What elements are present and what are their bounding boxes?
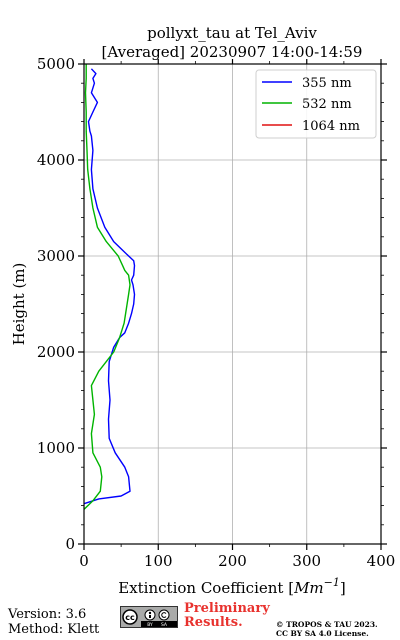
y-tick-label-1000: 1000 (37, 439, 75, 457)
x-tick-label-400: 400 (367, 552, 396, 570)
chart-title-line2: [Averaged] 20230907 14:00-14:59 (102, 43, 363, 61)
sa-icon-arrow (161, 612, 167, 618)
cc-license-badge: cc BY SA (120, 606, 178, 628)
copyright-note: © TROPOS & TAU 2023. CC BY SA 4.0 Licens… (276, 620, 378, 638)
method-label: Method: Klett (8, 622, 100, 637)
x-axis-label-unit: Mm (293, 579, 324, 597)
x-axis-label: Extinction Coefficient [Mm−1] (118, 576, 345, 597)
x-tick-label-300: 300 (292, 552, 321, 570)
preliminary-line2: Results. (184, 615, 243, 630)
by-icon-head (148, 611, 152, 615)
cc-icon-glyph: cc (125, 613, 135, 622)
legend-label-532: 532 nm (302, 97, 352, 112)
legend-box (255, 69, 377, 139)
preliminary-line1: Preliminary (184, 601, 270, 616)
x-axis-label-base: Extinction Coefficient [ (118, 579, 294, 597)
legend: 355 nm 532 nm 1064 nm (255, 69, 377, 139)
legend-label-355: 355 nm (302, 76, 352, 91)
by-icon-body (149, 615, 151, 618)
x-tick-label-100: 100 (144, 552, 173, 570)
y-tick-label-4000: 4000 (37, 151, 75, 169)
y-axis-label: Height (m) (10, 263, 28, 346)
legend-label-1064: 1064 nm (302, 119, 360, 134)
y-tick-label-2000: 2000 (37, 343, 75, 361)
preliminary-results-note: Preliminary Results. (184, 602, 270, 630)
x-tick-label-0: 0 (79, 552, 89, 570)
series-line-532-nm (83, 64, 131, 510)
x-axis-label-exponent: −1 (324, 576, 340, 589)
copyright-line2: CC BY SA 4.0 License. (276, 629, 369, 638)
y-tick-label-5000: 5000 (37, 55, 75, 73)
badge-label-sa: SA (161, 622, 168, 627)
version-label: Version: 3.6 (8, 607, 87, 622)
x-axis-label-end: ] (340, 579, 346, 597)
x-tick-label-200: 200 (218, 552, 247, 570)
y-tick-label-3000: 3000 (37, 247, 75, 265)
copyright-line1: © TROPOS & TAU 2023. (276, 620, 378, 629)
chart-title-line1: pollyxt_tau at Tel_Aviv (147, 24, 317, 42)
badge-label-strip (141, 621, 177, 627)
y-tick-label-0: 0 (65, 535, 75, 553)
sa-icon (158, 609, 170, 621)
badge-label-by: BY (147, 622, 153, 627)
cc-icon (122, 609, 138, 625)
series-line-355-nm (83, 68, 136, 505)
plot-series (83, 64, 136, 510)
